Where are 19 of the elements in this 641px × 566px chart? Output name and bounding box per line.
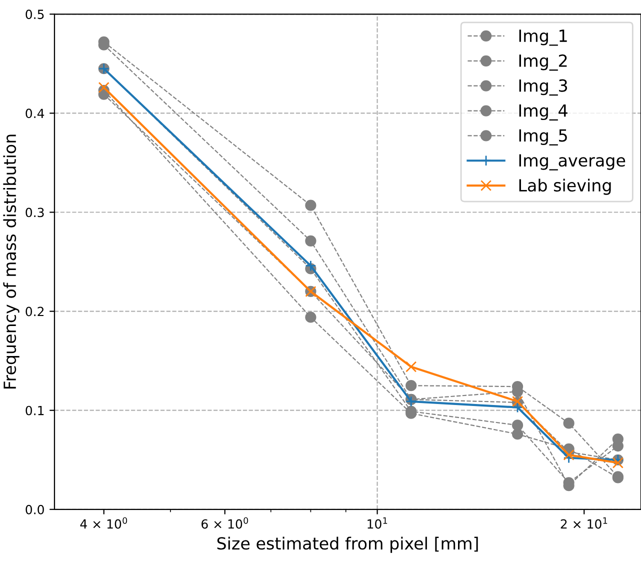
legend-label: Img_3 (519, 79, 568, 96)
y-tick-label: 0.3 (26, 208, 44, 218)
y-axis-title: Frequency of mass distribution (3, 134, 20, 389)
legend-label: Img_average (519, 154, 626, 170)
x-axis-title: Size estimated from pixel [mm] (217, 536, 478, 553)
legend-label: Img_4 (519, 104, 568, 121)
legend-label: Lab sieving (519, 178, 611, 195)
x-tick-label: 10$^{1}$ (368, 517, 388, 529)
legend-label: Img_2 (519, 54, 567, 71)
y-tick-label: 0.1 (26, 406, 44, 416)
x-tick-label: 2 × 10$^{1}$ (560, 517, 608, 529)
x-tick-label: 4 × 10$^{0}$ (80, 517, 128, 529)
y-tick-label: 0.5 (26, 10, 44, 20)
legend-label: Img_1 (519, 30, 567, 46)
x-tick-label: 6 × 10$^{0}$ (202, 517, 248, 529)
y-tick-label: 0.2 (26, 306, 44, 316)
legend-label: Img_5 (519, 129, 567, 146)
y-tick-label: 0.0 (26, 504, 44, 514)
y-tick-label: 0.4 (26, 108, 44, 118)
